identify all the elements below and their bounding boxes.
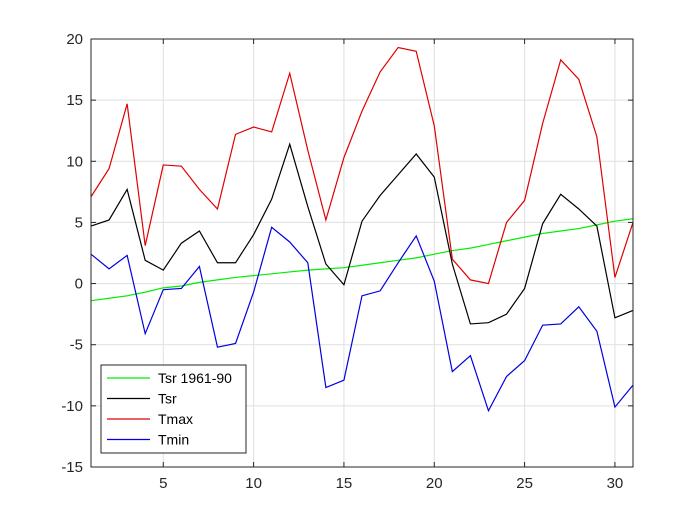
y-tick-label: 5 — [75, 214, 83, 231]
axes-box — [90, 38, 634, 468]
series-line-tmax — [90, 46, 634, 285]
series-line-tmin — [90, 226, 634, 413]
legend-label-tsr-1961-90: Tsr 1961-90 — [158, 370, 232, 386]
x-tick-label: 15 — [336, 475, 353, 492]
x-tick-label: 5 — [159, 475, 167, 492]
x-tick-label: 10 — [245, 475, 262, 492]
legend-label-tsr: Tsr — [158, 391, 177, 407]
y-tick-label: 15 — [66, 92, 83, 109]
series-line-tsr-1961-90 — [90, 218, 634, 302]
legend-label-tmax: Tmax — [158, 411, 193, 427]
x-tick-label: 20 — [426, 475, 443, 492]
y-tick-label: -10 — [61, 398, 83, 415]
x-tick-label: 25 — [516, 475, 533, 492]
legend: Tsr 1961-90 Tsr Tmax Tmin — [100, 364, 247, 454]
y-tick-label: -15 — [61, 459, 83, 476]
y-tick-label: 10 — [66, 153, 83, 170]
ticks — [91, 38, 633, 468]
series-group — [90, 46, 634, 413]
legend-box — [100, 364, 247, 454]
legend-label-tmin: Tmin — [158, 432, 189, 448]
y-tick-label: -5 — [70, 337, 83, 354]
tick-labels: 5 10 15 20 25 30 -15 -10 -5 0 5 10 15 20 — [61, 31, 623, 492]
x-tick-label: 30 — [607, 475, 624, 492]
y-tick-label: 0 — [75, 276, 83, 293]
series-line-tsr — [90, 142, 634, 325]
y-tick-label: 20 — [66, 31, 83, 48]
